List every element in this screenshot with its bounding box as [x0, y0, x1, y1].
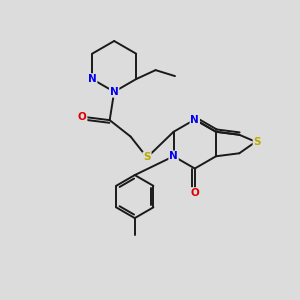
Text: O: O	[78, 112, 87, 122]
Text: N: N	[110, 87, 118, 97]
Text: N: N	[190, 115, 199, 124]
Text: S: S	[254, 137, 261, 147]
Text: N: N	[169, 151, 178, 161]
Text: N: N	[88, 74, 97, 84]
Text: S: S	[143, 152, 151, 163]
Text: O: O	[190, 188, 199, 198]
